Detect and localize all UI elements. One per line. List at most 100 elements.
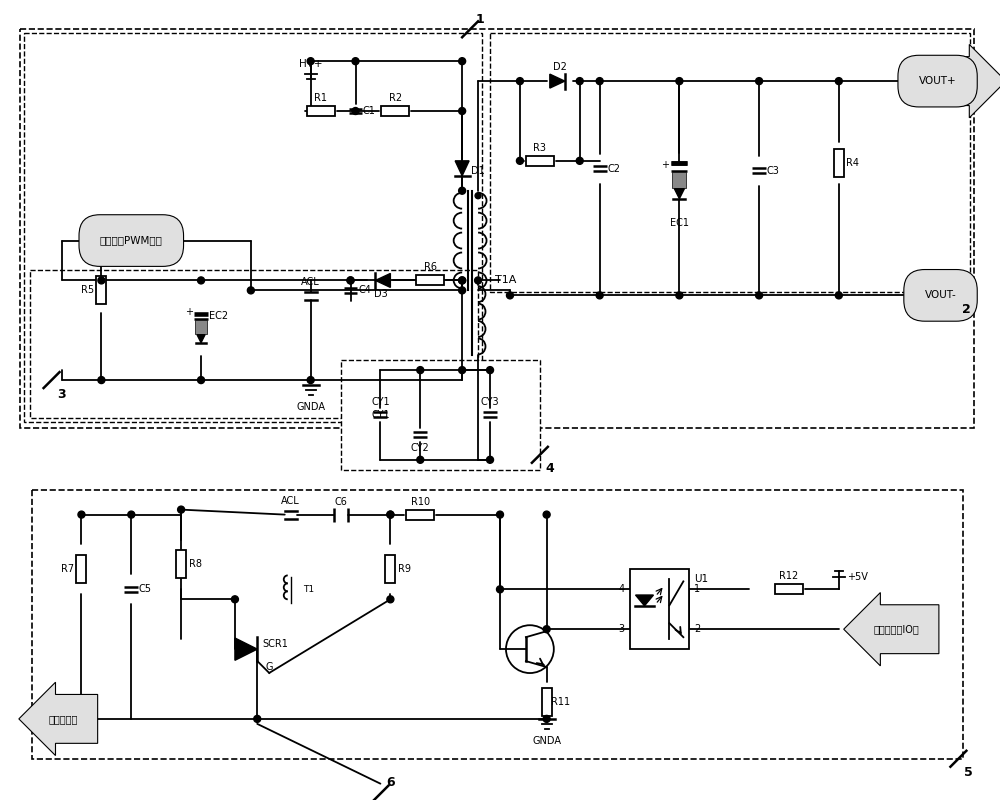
Circle shape — [459, 58, 466, 65]
Polygon shape — [375, 273, 390, 288]
Circle shape — [576, 78, 583, 85]
Text: C5: C5 — [139, 585, 152, 594]
Text: R5: R5 — [81, 285, 94, 296]
Bar — [76, 555, 86, 583]
Circle shape — [417, 367, 424, 373]
Bar — [834, 149, 844, 177]
Text: C6: C6 — [334, 497, 347, 507]
Circle shape — [198, 277, 205, 284]
Text: R11: R11 — [551, 697, 570, 707]
Text: D2: D2 — [553, 62, 567, 72]
Text: GNDA: GNDA — [296, 402, 325, 412]
Text: VOUT+: VOUT+ — [919, 76, 956, 87]
Text: EC1: EC1 — [670, 218, 689, 227]
Circle shape — [576, 157, 583, 164]
Text: HV+: HV+ — [299, 59, 322, 69]
Text: R10: R10 — [411, 497, 430, 507]
Text: 电源芯片PWM输出: 电源芯片PWM输出 — [100, 235, 163, 246]
Circle shape — [596, 78, 603, 85]
Text: T1: T1 — [303, 585, 314, 594]
Text: 主控芯片的IO口: 主控芯片的IO口 — [874, 624, 919, 634]
Bar — [775, 585, 803, 594]
Bar — [406, 509, 434, 520]
Bar — [195, 320, 207, 334]
FancyBboxPatch shape — [341, 360, 540, 469]
Circle shape — [198, 376, 205, 384]
Circle shape — [254, 715, 261, 723]
Circle shape — [128, 511, 135, 518]
Circle shape — [98, 277, 105, 284]
FancyBboxPatch shape — [24, 34, 482, 422]
Text: GNDA: GNDA — [532, 736, 561, 746]
Circle shape — [506, 292, 513, 299]
Circle shape — [516, 78, 523, 85]
Bar — [672, 171, 686, 187]
Text: 4: 4 — [618, 585, 625, 594]
Text: CY2: CY2 — [411, 443, 430, 453]
Circle shape — [676, 78, 683, 85]
Bar — [96, 276, 106, 304]
Text: R8: R8 — [189, 559, 202, 570]
Polygon shape — [235, 638, 257, 660]
Circle shape — [459, 187, 466, 194]
Text: C2: C2 — [607, 164, 620, 174]
Circle shape — [307, 376, 314, 384]
Circle shape — [459, 277, 466, 284]
Text: CY1: CY1 — [371, 410, 390, 420]
Polygon shape — [674, 189, 684, 199]
Text: 2: 2 — [694, 624, 701, 634]
Bar — [542, 688, 552, 716]
Circle shape — [835, 78, 842, 85]
Text: VOUT+: VOUT+ — [941, 76, 976, 87]
Polygon shape — [455, 161, 469, 175]
Bar — [176, 550, 186, 578]
Text: R7: R7 — [61, 565, 74, 574]
FancyBboxPatch shape — [30, 271, 478, 418]
Circle shape — [497, 586, 503, 593]
Circle shape — [98, 376, 105, 384]
Circle shape — [487, 367, 494, 373]
FancyBboxPatch shape — [490, 34, 970, 292]
Circle shape — [543, 626, 550, 633]
Text: R3: R3 — [533, 143, 546, 153]
Text: C3: C3 — [767, 166, 779, 175]
Polygon shape — [550, 74, 565, 88]
Polygon shape — [197, 335, 205, 343]
Bar — [416, 276, 444, 285]
Circle shape — [178, 506, 185, 513]
Text: C1: C1 — [362, 106, 375, 116]
Text: T1A: T1A — [495, 276, 516, 285]
Circle shape — [756, 292, 763, 299]
Text: U1: U1 — [694, 574, 708, 585]
Circle shape — [459, 287, 466, 294]
Circle shape — [459, 107, 466, 115]
Polygon shape — [636, 595, 653, 606]
Text: 4: 4 — [545, 462, 554, 475]
Circle shape — [417, 457, 424, 463]
Text: G: G — [265, 662, 273, 672]
Circle shape — [543, 511, 550, 518]
Text: 3: 3 — [618, 624, 625, 634]
Bar — [526, 156, 554, 166]
Circle shape — [756, 78, 763, 85]
Text: 1: 1 — [694, 585, 700, 594]
Text: 可控硅输出: 可控硅输出 — [49, 714, 78, 724]
Circle shape — [459, 277, 466, 284]
Text: R9: R9 — [398, 565, 411, 574]
Circle shape — [307, 58, 314, 65]
Text: 6: 6 — [386, 776, 395, 789]
Text: 3: 3 — [57, 388, 66, 400]
Text: R12: R12 — [779, 571, 799, 582]
Circle shape — [352, 107, 359, 115]
Text: R6: R6 — [424, 263, 437, 272]
Circle shape — [247, 287, 254, 294]
Circle shape — [387, 511, 394, 518]
Circle shape — [387, 596, 394, 603]
Text: 2: 2 — [962, 303, 971, 316]
Circle shape — [516, 157, 523, 164]
Circle shape — [352, 58, 359, 65]
Circle shape — [676, 292, 683, 299]
Bar — [385, 555, 395, 583]
Text: R4: R4 — [846, 158, 859, 168]
Text: CY3: CY3 — [481, 397, 499, 407]
